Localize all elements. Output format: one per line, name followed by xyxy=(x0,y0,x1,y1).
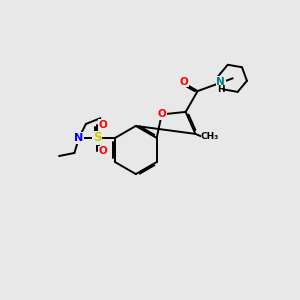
Text: S: S xyxy=(93,131,101,145)
Text: O: O xyxy=(99,120,108,130)
Text: O: O xyxy=(99,146,108,156)
Text: N: N xyxy=(74,133,83,143)
Text: O: O xyxy=(180,77,188,87)
Text: N: N xyxy=(217,77,225,87)
Text: CH₃: CH₃ xyxy=(201,132,219,141)
Text: O: O xyxy=(157,110,166,119)
Text: H: H xyxy=(217,85,225,94)
